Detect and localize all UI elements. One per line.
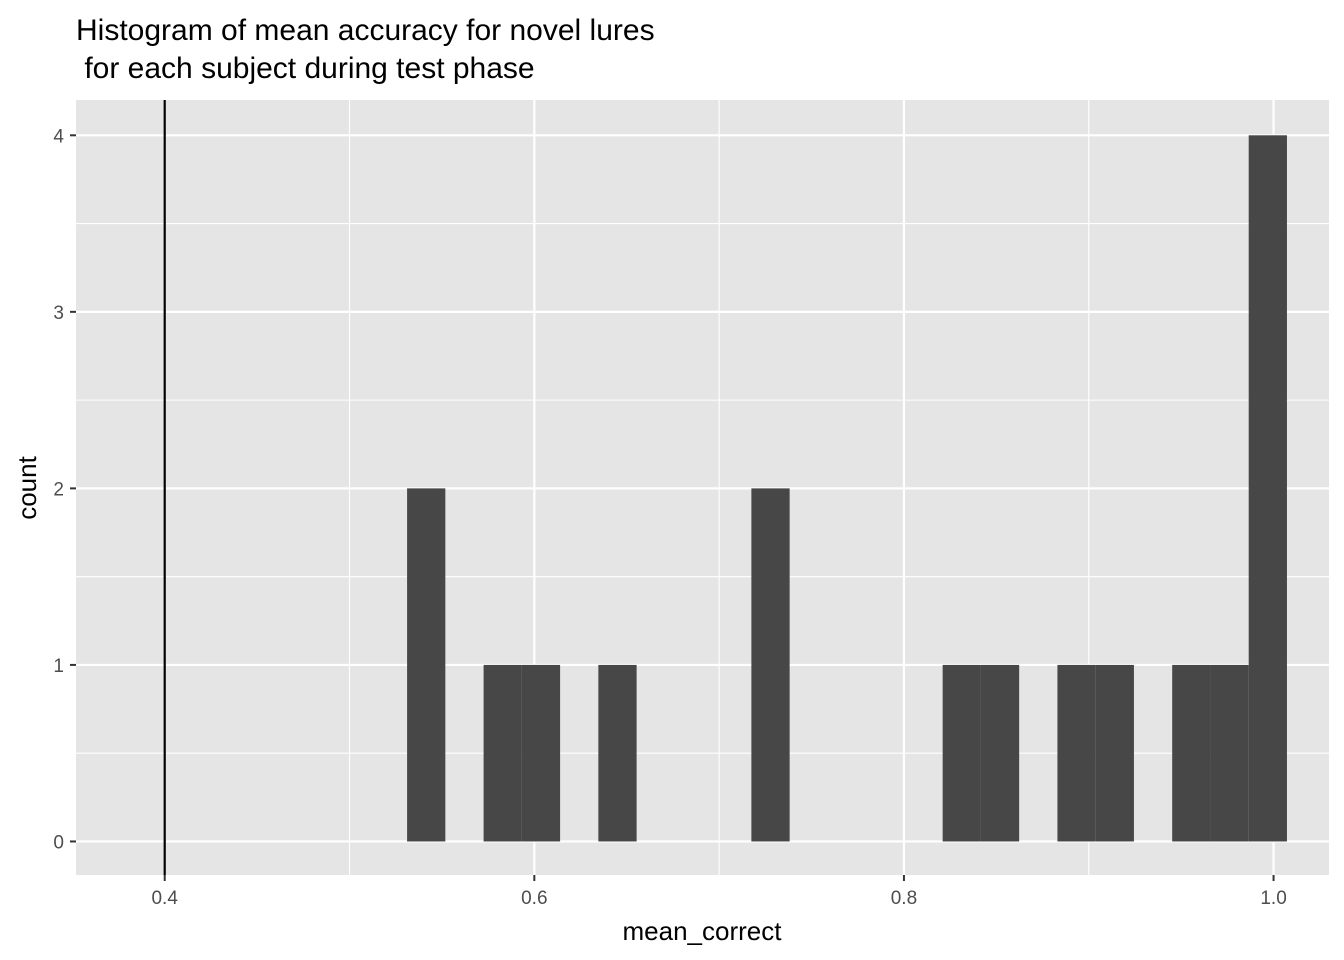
x-tick-label: 1.0	[1260, 888, 1286, 909]
histogram-bar	[1057, 664, 1096, 842]
histogram-bar	[1210, 664, 1249, 842]
x-axis-title: mean_correct	[623, 916, 783, 946]
histogram-bar	[407, 488, 446, 842]
y-axis-title: count	[12, 455, 42, 519]
x-tick-label: 0.6	[521, 888, 547, 909]
y-tick-label: 1	[53, 656, 64, 677]
histogram-bars	[407, 135, 1287, 842]
histogram-bar	[942, 664, 981, 842]
chart-title-line-2: for each subject during test phase	[76, 52, 535, 85]
histogram-bar	[1172, 664, 1211, 842]
histogram-bar	[1248, 135, 1287, 842]
histogram-bar	[751, 488, 790, 842]
y-tick-label: 3	[53, 303, 64, 324]
chart-title-line-1: Histogram of mean accuracy for novel lur…	[76, 14, 655, 47]
y-axis: 0 1 2 3 4	[53, 126, 76, 853]
histogram-bar	[598, 664, 637, 842]
histogram-bar	[980, 664, 1020, 842]
histogram-bar	[1095, 664, 1134, 842]
histogram-bar	[483, 664, 522, 842]
x-tick-label: 0.8	[891, 888, 917, 909]
x-axis: 0.4 0.6 0.8 1.0	[151, 875, 1287, 909]
histogram-bar	[521, 664, 561, 842]
y-tick-label: 2	[53, 479, 64, 500]
y-tick-label: 4	[53, 126, 64, 147]
x-tick-label: 0.4	[151, 888, 178, 909]
y-tick-label: 0	[53, 832, 64, 853]
